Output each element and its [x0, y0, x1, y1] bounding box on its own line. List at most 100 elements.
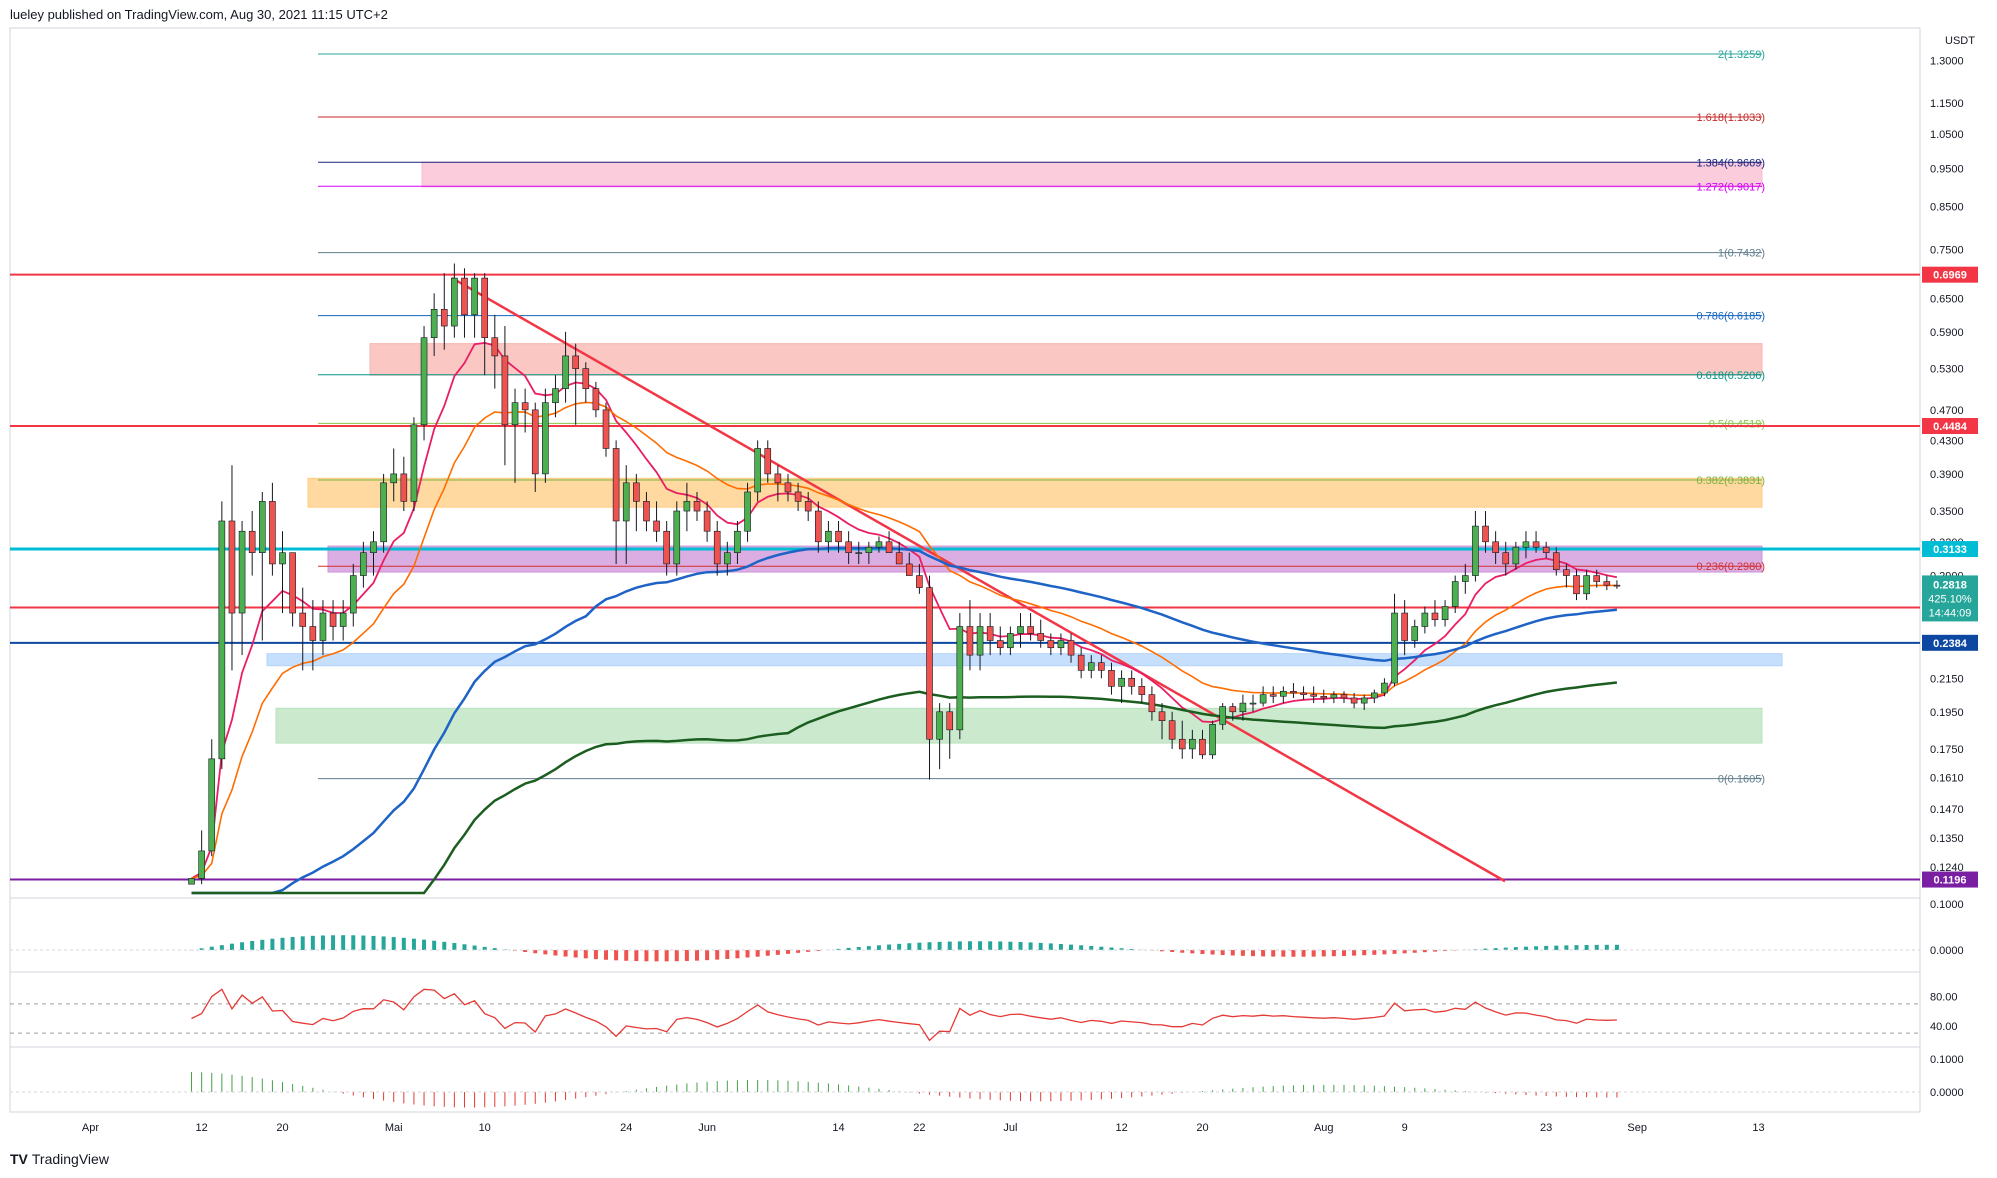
- time-tick: 20: [276, 1122, 288, 1134]
- price-tick: 0.2150: [1930, 673, 1964, 685]
- macd-bar: [1230, 950, 1235, 956]
- time-tick: 10: [479, 1122, 491, 1134]
- candle: [238, 530, 246, 614]
- price-tick: 0.3900: [1930, 469, 1964, 481]
- price-chart[interactable]: 2(1.3259) 1.618(1.1033) 1.384(0.9669) 1.272…: [0, 0, 1997, 1145]
- candle: [1209, 724, 1216, 756]
- candle: [1502, 552, 1510, 565]
- macd-bar: [998, 941, 1003, 950]
- candle: [804, 501, 812, 512]
- macd-bar: [553, 950, 558, 956]
- macd-bar: [705, 950, 710, 961]
- ema-mid: [191, 401, 1617, 880]
- macd-bar: [209, 946, 214, 950]
- tradingview-logo[interactable]: TV TradingView: [10, 1151, 109, 1167]
- macd-bar: [735, 950, 740, 959]
- fib-label: 0.618(0.5206): [1697, 370, 1766, 382]
- macd-bar: [1372, 950, 1377, 955]
- candle: [531, 409, 539, 475]
- candle: [1310, 694, 1317, 697]
- candle: [552, 388, 559, 403]
- ema-long: [191, 546, 1618, 895]
- price-badge: [1922, 266, 1978, 283]
- macd-bar: [856, 946, 861, 950]
- candle: [1603, 581, 1611, 586]
- candle: [1381, 682, 1388, 694]
- time-tick: Mai: [385, 1122, 403, 1134]
- macd-bar: [624, 950, 629, 961]
- candle: [1148, 694, 1156, 713]
- zone-5: [275, 707, 1763, 744]
- macd-bar: [1028, 942, 1033, 950]
- price-tick: 0.1950: [1930, 707, 1964, 719]
- candle: [744, 491, 751, 532]
- price-tick: 0.1470: [1930, 804, 1964, 816]
- time-axis[interactable]: Apr 12 20 Mai 10 24 Jun 14 22 Jul 12 20 Aug 9 23 Sep 13: [82, 1122, 1765, 1134]
- candle: [986, 626, 994, 641]
- fib-label: 0.382(0.3831): [1697, 475, 1766, 487]
- macd-bar: [492, 948, 497, 950]
- macd-bar: [1018, 942, 1023, 950]
- candle: [1007, 633, 1014, 649]
- macd-bar: [331, 935, 336, 950]
- macd-bar: [452, 943, 457, 950]
- candle: [1492, 541, 1499, 553]
- candle: [481, 277, 488, 338]
- candle: [562, 355, 569, 389]
- price-axis[interactable]: USDT 1.3000 1.1500 1.0500 0.9500 0.8500 0.7500…: [1922, 35, 1978, 1099]
- candle: [1320, 695, 1328, 699]
- macd-bar: [1584, 944, 1589, 950]
- macd-bar: [250, 940, 255, 950]
- macd-bar: [897, 943, 902, 950]
- macd-bar: [846, 947, 851, 950]
- candle: [1522, 541, 1530, 548]
- price-tick: 0.1610: [1930, 773, 1964, 785]
- price-badge: [1922, 418, 1978, 435]
- time-tick: Jul: [1003, 1122, 1017, 1134]
- macd-bar: [907, 943, 912, 950]
- time-tick: Jun: [698, 1122, 716, 1134]
- countdown: 14:44:09: [1929, 607, 1972, 619]
- macd-bar: [1220, 950, 1225, 956]
- candle: [996, 640, 1004, 649]
- candle: [1451, 581, 1459, 607]
- macd-bar: [1503, 947, 1508, 950]
- candle: [1441, 606, 1449, 621]
- main-price-pane: 2(1.3259) 1.618(1.1033) 1.384(0.9669) 1.272…: [9, 27, 1921, 1113]
- macd-bar: [1331, 950, 1336, 957]
- price-tick: 0.1240: [1930, 862, 1964, 874]
- macd-bar: [796, 950, 801, 953]
- candle: [825, 530, 832, 543]
- macd-bar: [1089, 945, 1094, 950]
- price-tick: 0.1350: [1930, 833, 1964, 845]
- macd-bar: [1544, 945, 1549, 950]
- candle: [1532, 541, 1540, 548]
- candle: [653, 520, 660, 532]
- brand-name: TradingView: [31, 1151, 109, 1167]
- time-tick: 20: [1196, 1122, 1208, 1134]
- macd-bar: [411, 938, 416, 950]
- candle: [1401, 612, 1408, 641]
- macd-bar: [1523, 946, 1528, 950]
- ema-short: [191, 341, 1618, 880]
- time-tick: 12: [196, 1122, 208, 1134]
- macd-bar: [775, 950, 780, 955]
- macd-bar: [482, 946, 487, 950]
- macd-bar: [1129, 949, 1134, 950]
- current-change: 425.10%: [1928, 593, 1972, 605]
- candle: [410, 424, 418, 502]
- macd-bar: [583, 950, 588, 959]
- candle: [683, 501, 691, 512]
- macd-bar: [604, 950, 609, 960]
- macd-bar: [866, 946, 871, 950]
- time-tick: 13: [1752, 1122, 1764, 1134]
- macd-bar: [310, 935, 315, 950]
- macd-bar: [290, 936, 295, 950]
- candle: [976, 626, 984, 656]
- candle: [1047, 640, 1055, 649]
- candle: [1037, 633, 1045, 641]
- macd-tick: 0.1000: [1930, 899, 1964, 911]
- currency-label: USDT: [1945, 35, 1975, 47]
- macd-bar: [1564, 945, 1569, 950]
- candle: [1259, 694, 1267, 704]
